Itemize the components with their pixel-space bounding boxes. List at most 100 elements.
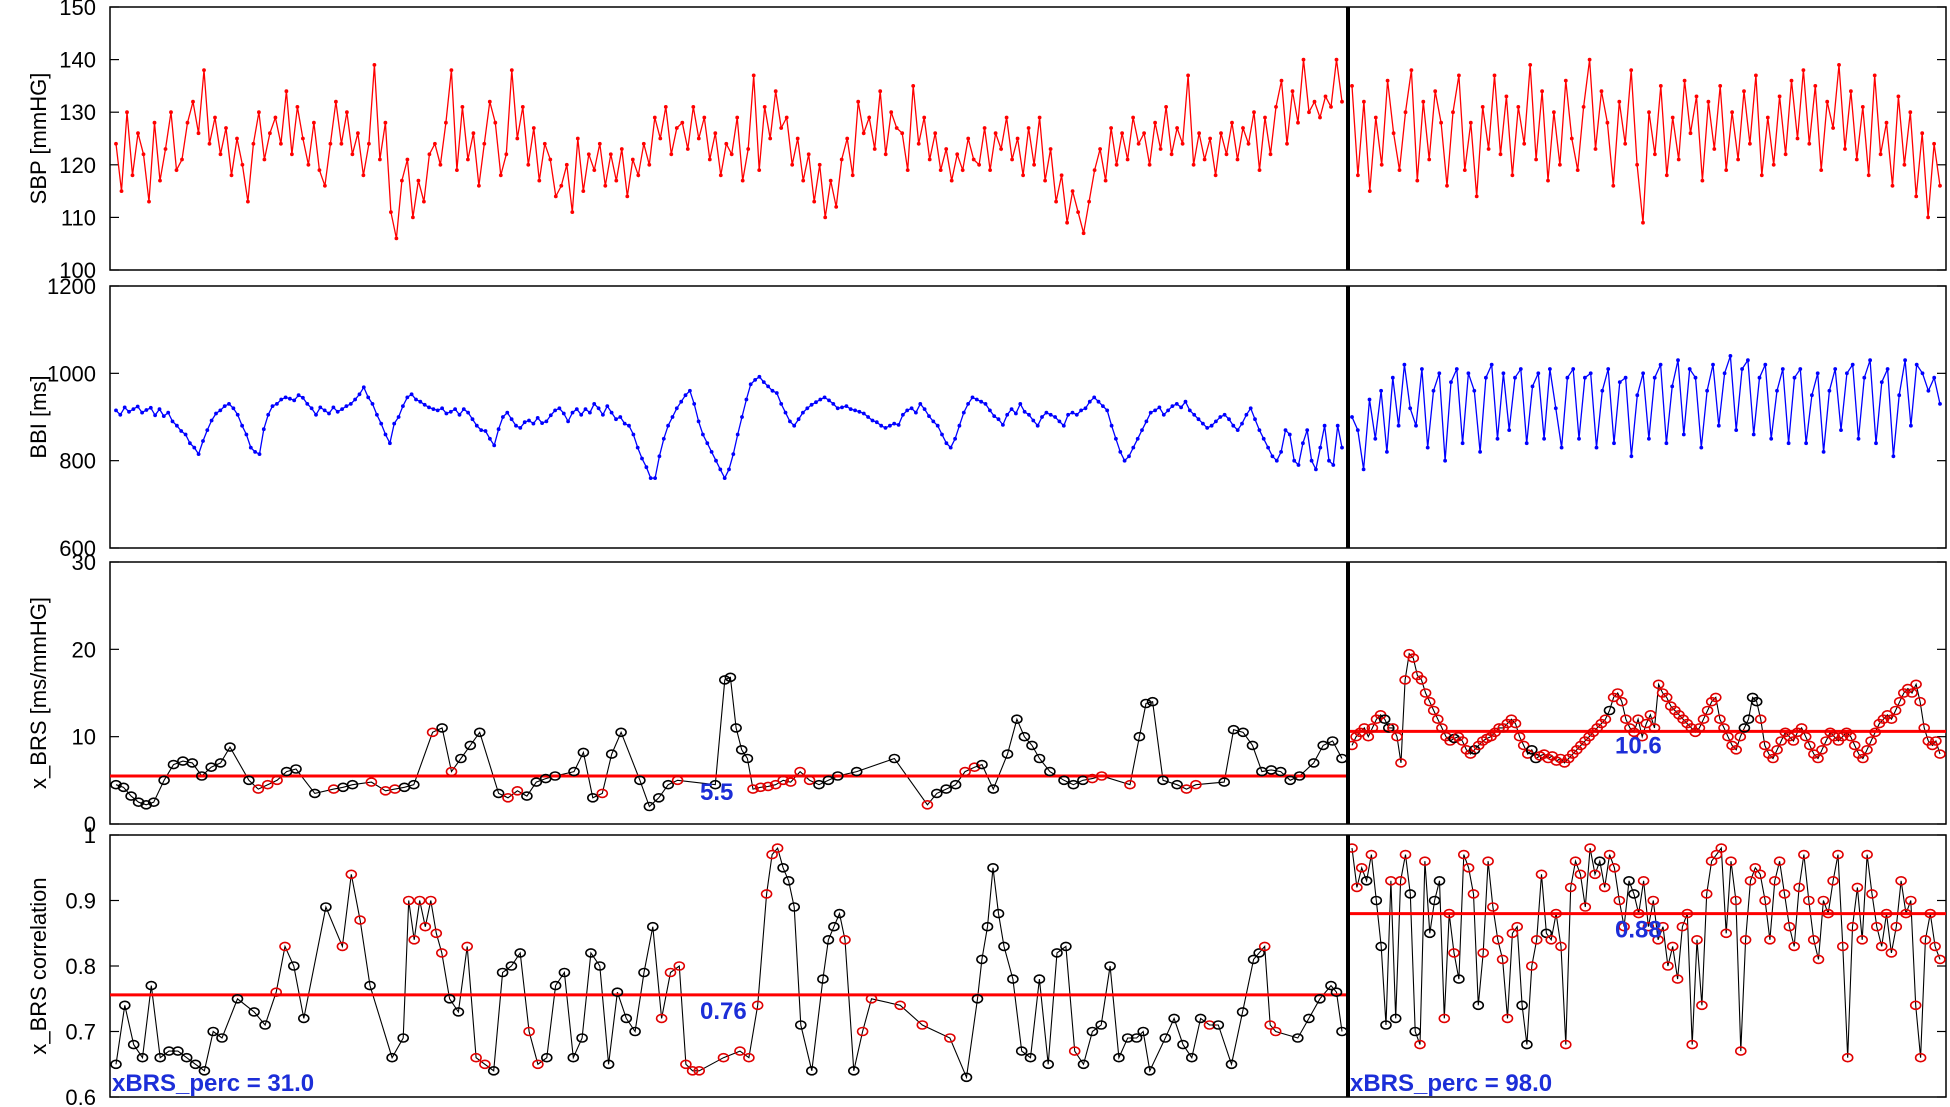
data-point-rejected	[620, 1013, 633, 1024]
y-tick-label: 140	[59, 48, 96, 73]
data-point	[878, 89, 883, 94]
data-point	[231, 406, 236, 411]
data-point	[127, 409, 131, 414]
data-point-passed	[1861, 744, 1873, 755]
data-point	[422, 402, 427, 407]
data-point	[856, 99, 861, 104]
data-point	[202, 68, 206, 72]
data-point	[674, 406, 679, 411]
data-point	[1819, 168, 1824, 173]
data-point-passed	[1795, 723, 1808, 733]
data-point	[840, 405, 844, 410]
data-point	[796, 417, 801, 422]
data-point	[283, 395, 288, 400]
data-point	[614, 178, 619, 183]
data-point	[818, 397, 823, 402]
data-point	[817, 162, 822, 167]
data-point	[1035, 423, 1040, 428]
data-point	[683, 393, 688, 398]
data-point	[722, 476, 727, 480]
data-point	[1292, 458, 1297, 463]
data-point	[537, 178, 542, 183]
data-point-rejected	[1225, 1059, 1238, 1070]
data-point-passed	[1458, 849, 1470, 860]
data-point	[1518, 367, 1523, 371]
data-point	[1032, 162, 1036, 167]
y-tick-label: 600	[59, 536, 96, 561]
data-point	[1635, 393, 1640, 398]
data-point	[367, 141, 371, 146]
series-line-left	[115, 846, 1343, 1080]
data-point	[1571, 367, 1576, 371]
data-point	[805, 406, 810, 411]
data-point	[1748, 141, 1752, 146]
data-point	[1092, 395, 1097, 400]
data-point	[235, 412, 240, 417]
data-point-passed	[717, 1052, 730, 1063]
data-point-passed	[1866, 889, 1878, 899]
data-point	[1246, 141, 1251, 146]
data-point	[1891, 454, 1896, 459]
data-point	[1798, 367, 1803, 371]
data-point-passed	[734, 1046, 746, 1056]
data-point	[1524, 441, 1529, 446]
data-point	[1402, 362, 1407, 367]
data-point-passed	[1362, 731, 1375, 742]
data-point-passed	[1787, 736, 1800, 746]
data-point	[1751, 432, 1756, 437]
data-point	[630, 157, 635, 162]
data-point-passed	[1387, 723, 1399, 733]
data-point	[227, 402, 231, 406]
data-point	[1612, 441, 1616, 446]
data-point-passed	[279, 941, 291, 952]
data-point-passed	[1662, 961, 1674, 971]
data-point	[1468, 120, 1473, 125]
data-point-passed	[1681, 908, 1694, 919]
data-point	[1740, 367, 1744, 371]
data-point-passed	[894, 1000, 907, 1011]
data-point-passed	[1652, 679, 1665, 690]
data-point	[1005, 412, 1010, 417]
y-axis-label: SBP [mmHG]	[26, 73, 51, 205]
data-point-passed	[1705, 856, 1718, 867]
data-point	[993, 131, 998, 136]
data-point	[1122, 458, 1127, 463]
data-point-rejected	[320, 902, 332, 912]
data-point	[867, 115, 872, 120]
data-point-rejected	[1015, 1046, 1028, 1056]
data-point	[1170, 404, 1175, 408]
data-point	[305, 402, 310, 406]
y-tick-label: 150	[59, 0, 96, 20]
data-point	[685, 147, 690, 151]
data-point	[971, 157, 976, 162]
data-point-rejected	[629, 1026, 641, 1037]
y-tick-label: 0.9	[65, 889, 96, 914]
data-point-rejected	[224, 742, 236, 752]
data-point	[1722, 371, 1727, 376]
data-point-rejected	[172, 1046, 184, 1056]
data-point-rejected	[1024, 1052, 1037, 1063]
data-point	[471, 131, 476, 136]
data-point	[140, 410, 145, 415]
data-point	[713, 131, 718, 136]
data-point-passed	[1608, 862, 1621, 873]
data-point	[1018, 402, 1023, 406]
data-point	[1765, 115, 1770, 120]
data-point	[309, 406, 314, 411]
data-point	[1938, 402, 1942, 406]
data-point-passed	[1560, 1039, 1572, 1050]
data-point	[822, 395, 827, 400]
data-point-rejected	[1380, 1020, 1392, 1030]
data-point	[383, 432, 388, 437]
data-point	[270, 404, 275, 408]
data-point	[1623, 141, 1628, 146]
data-point	[1920, 131, 1925, 136]
data-point	[431, 407, 436, 411]
data-point-passed	[1513, 731, 1526, 742]
data-point-passed	[1358, 723, 1371, 733]
data-point-rejected	[1428, 895, 1441, 906]
data-point	[433, 141, 437, 146]
data-point-passed	[959, 766, 971, 777]
data-point	[845, 136, 850, 141]
data-point	[328, 141, 333, 146]
